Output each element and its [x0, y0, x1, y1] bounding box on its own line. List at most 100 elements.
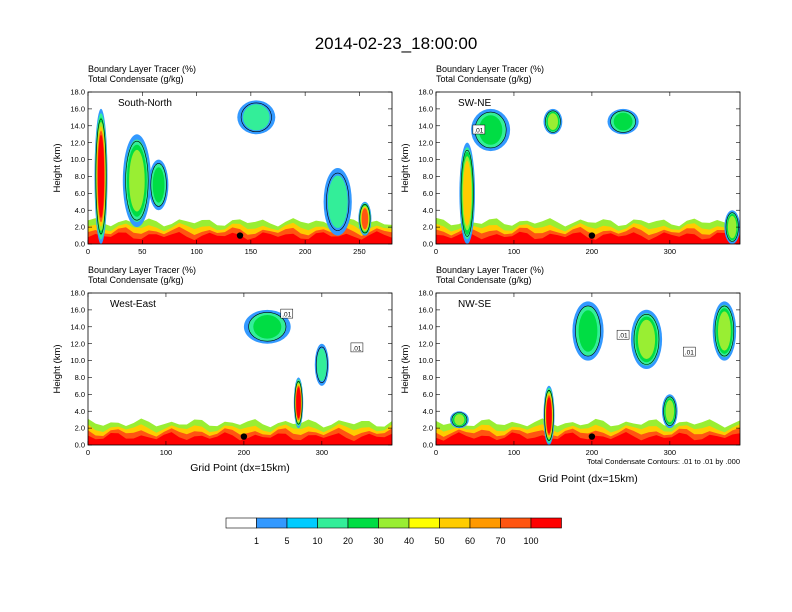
panel-1-ytick-label-1: 2.0 [423, 223, 433, 232]
panel-2-background [88, 293, 392, 445]
panel-0-ytick-label-4: 8.0 [75, 172, 85, 181]
panel-3-condensate-contour-4 [663, 396, 677, 426]
panel-3-tracer-band-100 [436, 432, 740, 445]
colorbar-swatch-7 [439, 517, 471, 529]
panel-3-ytick-label-3: 6.0 [423, 390, 433, 399]
panel-2-feature-1-level-100 [296, 387, 301, 419]
panel-0-xtick-label-1: 50 [138, 247, 146, 256]
panel-2-feature-0-level-20 [253, 315, 282, 339]
panel-0-ytick-label-8: 16.0 [70, 104, 85, 113]
colorbar-swatch-10 [530, 517, 562, 529]
panel-1-location-marker [588, 232, 596, 239]
panel-2-contour-label-0: .01 [282, 312, 291, 319]
panel-0-feature-5-level-70 [361, 208, 369, 230]
panel-3-ytick-label-0: 0.0 [423, 441, 433, 450]
panel-1-ytick-label-5: 10.0 [418, 155, 433, 164]
colorbar-swatch-4 [347, 517, 379, 529]
panel-0-frame [87, 91, 393, 245]
panel-0-condensate-contour-1 [125, 140, 149, 221]
colorbar-swatch-8 [469, 517, 501, 529]
panel-1-xtick-label-0: 0 [434, 247, 438, 256]
panel-1-feature-3-level-20 [613, 112, 633, 131]
colorbar-label-7: 60 [465, 536, 475, 546]
panel-2-condensate-contour-2 [315, 346, 328, 383]
colorbar-swatch-3 [317, 517, 349, 529]
panel-3-xtick-label-2: 200 [586, 448, 599, 457]
colorbar-label-1: 5 [284, 536, 289, 546]
panel-2-ytick-label-4: 8.0 [75, 373, 85, 382]
panel-1-ytick-label-4: 8.0 [423, 172, 433, 181]
panel-0-feature-3-level-10 [242, 104, 270, 131]
panel-0-feature-4-level-10 [327, 175, 348, 228]
panel-west-east-xlabel: Grid Point (dx=15km) [190, 462, 290, 474]
panel-3-condensate-contour-3 [633, 313, 660, 365]
panel-1-condensate-contour-0 [460, 149, 474, 237]
panel-west-east-plot: .01 .01 0.0 2.0 4.0 6.0 8.0 10.0 12.0 14.0 16.0 18.… [70, 289, 393, 457]
panel-2-contour-label-1: .01 [352, 345, 361, 352]
contour-note: Total Condensate Contours: .01 to .01 by… [587, 457, 740, 466]
panel-0-feature-0-level-100 [97, 134, 105, 218]
panel-west-east-header-condensate: Total Condensate (g/kg) [88, 275, 184, 285]
panel-south-north-label: South-North [118, 98, 172, 109]
panel-sw-ne-header-condensate: Total Condensate (g/kg) [436, 74, 532, 84]
panel-0-ytick-label-2: 4.0 [75, 206, 85, 215]
panel-0-xtick-label-4: 200 [299, 247, 312, 256]
panel-1-feature-4-level-30 [727, 215, 737, 239]
panel-0-ytick-label-0: 0.0 [75, 240, 85, 249]
panel-0-ytick-label-6: 12.0 [70, 138, 85, 147]
panel-1-frame [435, 91, 741, 245]
panel-0-ytick-label-3: 6.0 [75, 189, 85, 198]
panel-3-xtick-label-1: 100 [508, 448, 521, 457]
panel-nw-se-header-condensate: Total Condensate (g/kg) [436, 275, 532, 285]
panel-west-east-header-tracer: Boundary Layer Tracer (%) [88, 265, 196, 275]
panel-1-xtick-label-1: 100 [508, 247, 521, 256]
colorbar-label-9: 100 [523, 536, 538, 546]
panel-0-xtick-label-0: 0 [86, 247, 90, 256]
colorbar-swatch-6 [408, 517, 440, 529]
panel-3-feature-5-level-30 [718, 311, 731, 351]
panel-1-ytick-label-2: 4.0 [423, 206, 433, 215]
panel-0-ytick-label-1: 2.0 [75, 223, 85, 232]
panel-2-xtick-label-0: 0 [86, 448, 90, 457]
panel-sw-ne-header-tracer: Boundary Layer Tracer (%) [436, 64, 544, 74]
panel-1-ytick-label-3: 6.0 [423, 189, 433, 198]
panel-3-condensate-contour-1 [544, 389, 554, 441]
colorbar: 1 5 10 20 30 40 50 60 70 100 [225, 517, 562, 546]
panel-3-condensate-contour-2 [575, 305, 601, 357]
panel-nw-se-label: NW-SE [458, 299, 491, 310]
panel-3-contour-label-0: .01 [619, 333, 628, 340]
panel-2-xtick-label-2: 200 [238, 448, 251, 457]
panel-south-north-plot: 0.0 2.0 4.0 6.0 8.0 10.0 12.0 14.0 16.0 18.0 0 50 10… [70, 88, 393, 256]
panel-0-condensate-contour-2 [150, 163, 167, 207]
panel-south-north-ylabel: Height (km) [52, 143, 63, 192]
colorbar-label-8: 70 [495, 536, 505, 546]
panel-0-ytick-label-9: 18.0 [70, 88, 85, 97]
panel-3-ytick-label-7: 14.0 [418, 322, 433, 331]
panel-3-feature-0-level-30 [454, 414, 465, 426]
panel-3-frame [435, 292, 741, 446]
panel-3-ytick-label-4: 8.0 [423, 373, 433, 382]
panel-1-condensate-contour-2 [545, 110, 561, 133]
panel-1-ytick-label-6: 12.0 [418, 138, 433, 147]
panel-3-feature-4-level-30 [665, 400, 675, 423]
colorbar-label-0: 1 [254, 536, 259, 546]
colorbar-swatch-5 [378, 517, 410, 529]
panel-0-xtick-label-2: 100 [190, 247, 203, 256]
panel-nw-se-ylabel: Height (km) [400, 344, 411, 393]
panel-2-condensate-contour-0 [248, 312, 287, 342]
panel-nw-se-header-tracer: Boundary Layer Tracer (%) [436, 265, 544, 275]
panel-0-ytick-label-5: 10.0 [70, 155, 85, 164]
panel-2-ytick-label-1: 2.0 [75, 424, 85, 433]
panel-3-contour-label-box-1 [683, 346, 696, 357]
panel-0-condensate-contour-3 [240, 102, 272, 133]
panel-3-ytick-label-1: 2.0 [423, 424, 433, 433]
panel-1-contour-label-box-0 [472, 124, 486, 135]
panel-0-condensate-contour-0 [95, 118, 107, 235]
panel-3-feature-2-level-20 [578, 310, 598, 352]
panel-1-xtick-label-2: 200 [586, 247, 599, 256]
colorbar-swatch-1 [256, 517, 288, 529]
colorbar-swatch-2 [286, 517, 318, 529]
panel-2-contour-label-box-0 [280, 308, 294, 319]
panel-1-ytick-label-0: 0.0 [423, 240, 433, 249]
